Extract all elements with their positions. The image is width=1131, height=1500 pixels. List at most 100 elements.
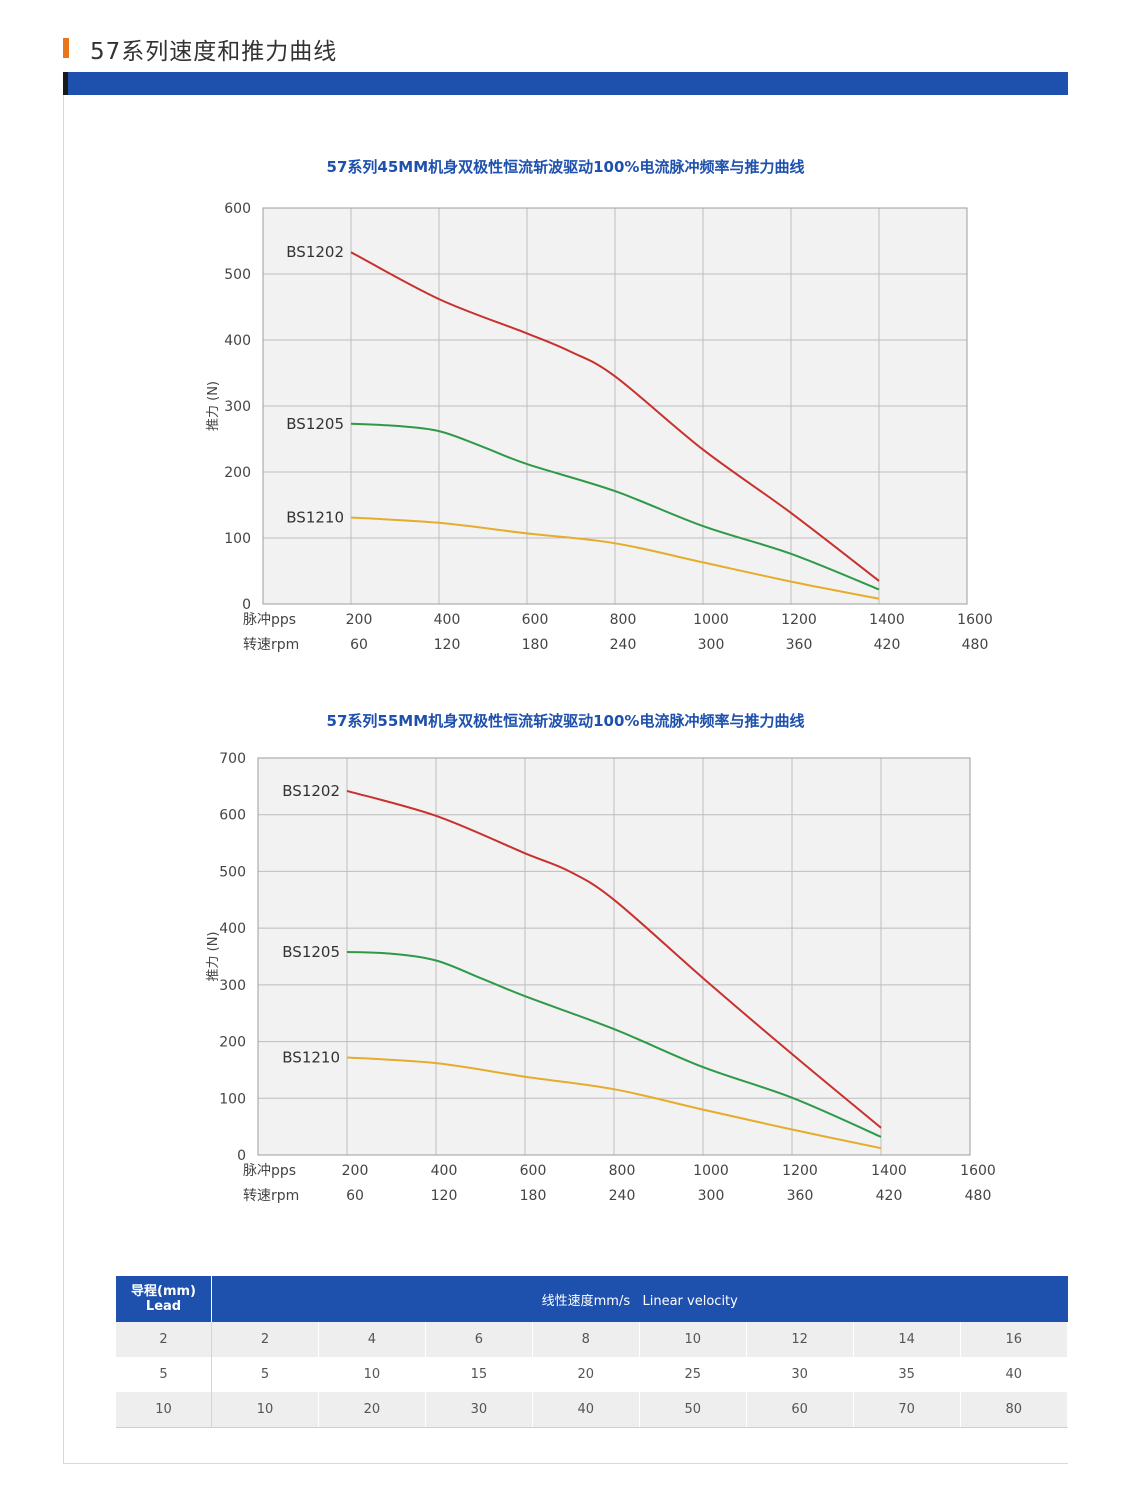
chart1-point-bs1205 [482,446,484,448]
chart2-ytick-label: 200 [219,1035,246,1051]
chart2-ytick-label: 700 [219,751,246,767]
chart1-point-bs1210 [438,522,440,524]
chart2-series-bs1210 [346,1056,882,1150]
chart2-point-bs1210 [791,1128,793,1130]
chart1-point-bs1210 [878,598,880,600]
chart2-title: 57系列55MM机身双极性恒流斩波驱动100%电流脉冲频率与推力曲线 [326,712,805,730]
chart2-series-bs1205 [346,951,882,1138]
table-body: 2 2 4 6 8 10 12 14 16 5 5 10 15 20 25 30 35 40 10 10 20 30 40 5… [116,1322,1069,1428]
chart1-ytick-label: 500 [224,267,251,283]
chart1-series-label-bs1202: BS1202 [286,243,344,261]
velocity-cell: 10 [211,1392,319,1428]
chart2-xtick-label: 800 [609,1163,636,1179]
velocity-cell: 12 [746,1322,854,1357]
chart1-ytick-label: 400 [224,333,251,349]
chart2-point-bs1210 [880,1147,882,1149]
table-row: 5 5 10 15 20 25 30 35 40 [116,1357,1069,1392]
velocity-cell: 20 [318,1392,426,1428]
chart2-point-bs1202 [880,1127,882,1129]
chart2-xtick-label: 600 [520,1163,547,1179]
chart2-ytick-label: 600 [219,808,246,824]
velocity-cell: 50 [639,1392,747,1428]
chart2-point-bs1202 [346,790,348,792]
chart1-point-bs1205 [438,430,440,432]
page-title: 57系列速度和推力曲线 [90,39,338,65]
velocity-cell: 6 [425,1322,533,1357]
velocity-cell: 80 [960,1392,1069,1428]
chart1-xtick-label: 60 [350,637,368,653]
velocity-cell: 35 [853,1357,961,1392]
chart1-xtick-label: 600 [522,612,549,628]
header-accent-mark [63,38,69,58]
chart2-point-bs1205 [791,1097,793,1099]
chart1-xtick-label: 1600 [957,612,993,628]
velocity-cell: 40 [960,1357,1069,1392]
velocity-header-cell: 线性速度mm/s Linear velocity [211,1276,1068,1322]
velocity-cell: 60 [746,1392,854,1428]
chart2-svg: 0 100 200 300 400 500 600 700 脉冲pps 200 400 600 800 1… [206,751,996,1204]
velocity-cell: 10 [318,1357,426,1392]
chart2-point-bs1205 [479,977,481,979]
chart1-point-bs1205 [394,425,396,427]
chart2-xtick-label: 240 [609,1188,636,1204]
header-bar-edge [63,72,68,95]
velocity-cell: 4 [318,1322,426,1357]
chart1-xtick-label: 1200 [781,612,817,628]
chart2-ytick-label: 100 [219,1091,246,1107]
chart1-xtick-label: 800 [610,612,637,628]
chart1-xtick-label: 180 [522,637,549,653]
chart1-ytick-label: 300 [224,399,251,415]
chart1-point-bs1210 [702,561,704,563]
velocity-cell: 30 [425,1392,533,1428]
chart2-series-label-bs1205: BS1205 [282,943,340,961]
velocity-cell: 16 [960,1322,1069,1357]
chart2-point-bs1205 [524,995,526,997]
chart2-point-bs1210 [435,1062,437,1064]
chart1-series-bs1210 [350,516,880,600]
velocity-cell: 20 [532,1357,640,1392]
chart1-point-bs1202 [790,512,792,514]
velocity-cell: 15 [425,1357,533,1392]
chart2-xtick-label: 1400 [871,1163,907,1179]
chart1-point-bs1210 [614,542,616,544]
table-row: 10 10 20 30 40 50 60 70 80 [116,1392,1069,1428]
chart2-xtick-label: 1000 [693,1163,729,1179]
velocity-cell: 40 [532,1392,640,1428]
velocity-cell: 8 [532,1322,640,1357]
chart1-series-label-bs1210: BS1210 [286,509,344,527]
chart1-title: 57系列45MM机身双极性恒流斩波驱动100%电流脉冲频率与推力曲线 [326,158,805,176]
chart2-plot-border [257,757,971,1156]
chart1-point-bs1202 [614,375,616,377]
chart1-point-bs1205 [790,553,792,555]
chart1-xtick-label: 300 [698,637,725,653]
chart1-xtick-label: 420 [874,637,901,653]
chart1-ytick-label: 100 [224,531,251,547]
chart1-point-bs1205 [526,463,528,465]
chart1-xtick-label: 120 [434,637,461,653]
chart1-point-bs1210 [350,516,352,518]
chart2-xtick-label: 480 [965,1188,992,1204]
chart2-point-bs1205 [613,1028,615,1030]
chart1-xrow-label: 脉冲pps [243,612,296,628]
chart2-point-bs1202 [524,852,526,854]
chart2-ytick-label: 0 [237,1148,246,1164]
chart1-point-bs1205 [614,490,616,492]
chart1-point-bs1205 [702,525,704,527]
chart2-point-bs1202 [435,815,437,817]
chart2-point-bs1205 [702,1066,704,1068]
velocity-cell: 2 [211,1322,319,1357]
chart2-ylabel: 推力 (N) [206,931,221,981]
velocity-cell: 30 [746,1357,854,1392]
chart2-series-bs1202 [346,789,882,1129]
chart1-point-bs1210 [526,532,528,534]
chart1-point-bs1202 [526,332,528,334]
chart2-point-bs1205 [435,959,437,961]
chart2-xtick-label: 300 [698,1188,725,1204]
velocity-cell: 25 [639,1357,747,1392]
chart1-xtick-label: 200 [346,612,373,628]
chart1-ylabel: 推力 (N) [206,381,221,431]
chart2-xtick-label: 1200 [782,1163,818,1179]
chart2-point-bs1202 [613,899,615,901]
chart1-series-bs1202 [350,251,880,582]
lead-cell: 2 [116,1322,212,1357]
